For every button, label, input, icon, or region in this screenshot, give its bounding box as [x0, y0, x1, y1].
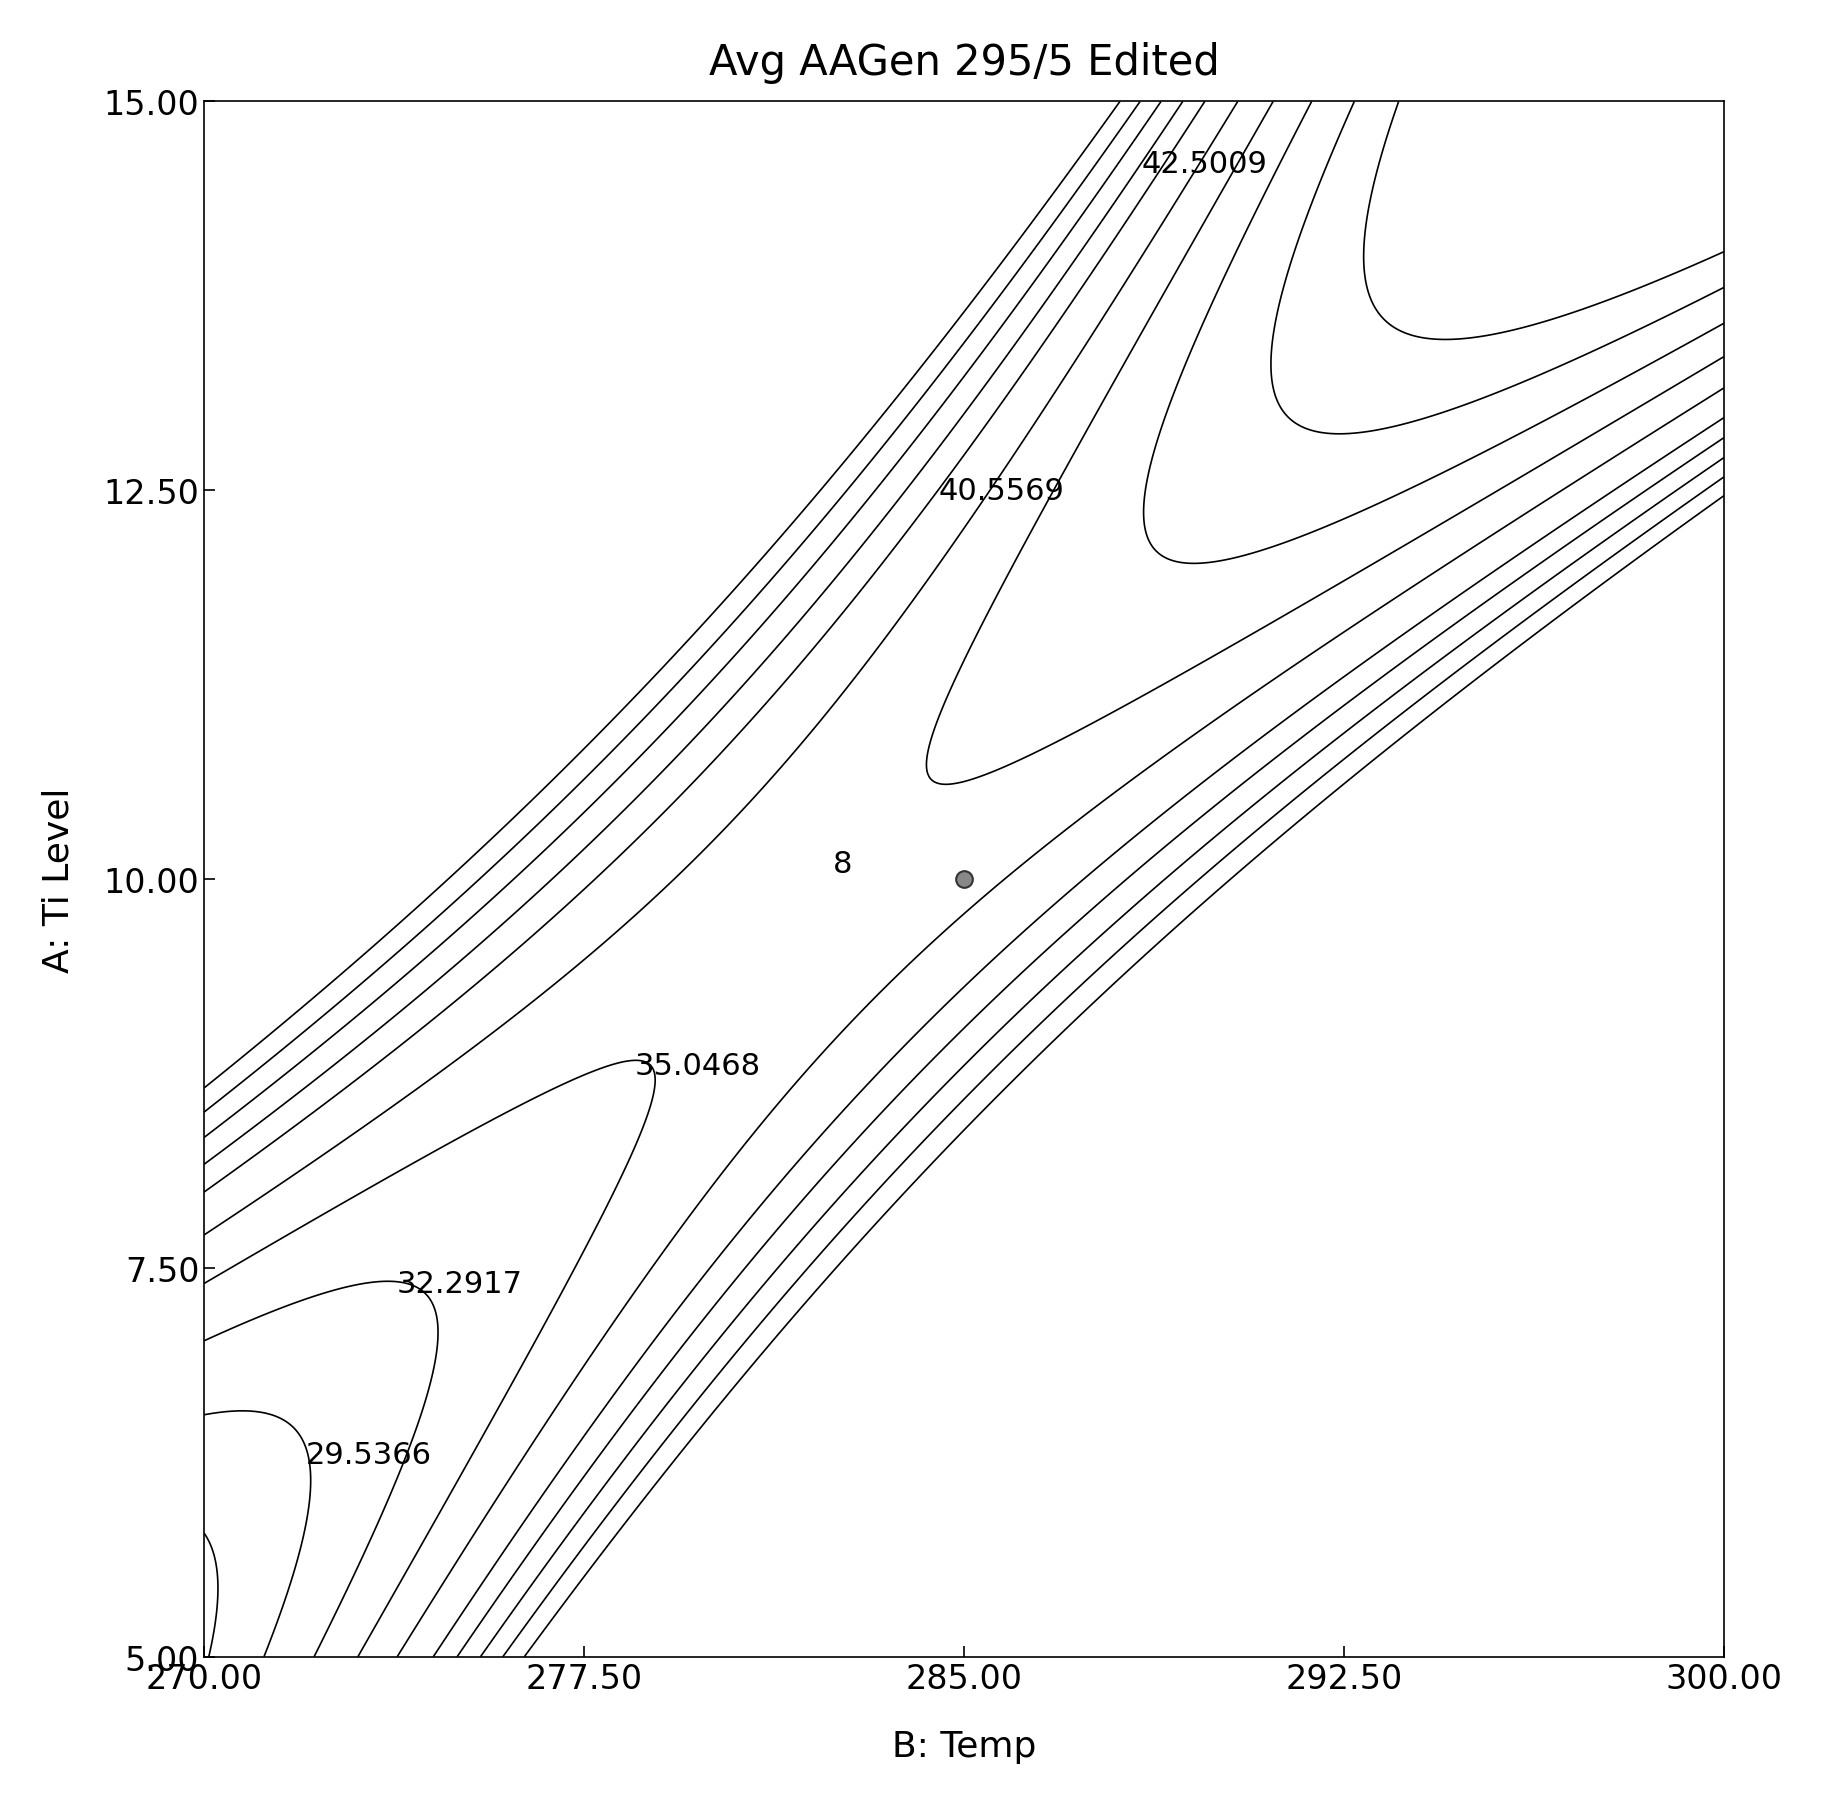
Text: 32.2917: 32.2917: [396, 1269, 523, 1298]
Text: 40.5569: 40.5569: [939, 477, 1065, 505]
Y-axis label: A: Ti Level: A: Ti Level: [42, 787, 75, 973]
Text: 8: 8: [833, 850, 851, 879]
Text: 42.5009: 42.5009: [1141, 150, 1267, 179]
Title: Avg AAGen 295/5 Edited: Avg AAGen 295/5 Edited: [709, 42, 1220, 83]
Text: 35.0468: 35.0468: [634, 1052, 760, 1081]
X-axis label: B: Temp: B: Temp: [891, 1729, 1035, 1763]
Text: 29.5366: 29.5366: [304, 1440, 432, 1469]
